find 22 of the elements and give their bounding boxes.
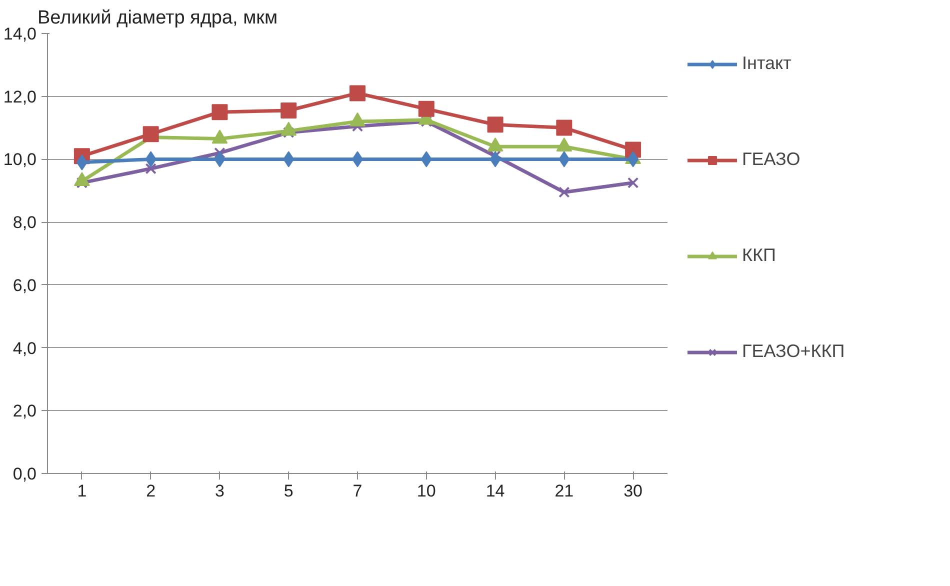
x-tick-label: 14 [486, 482, 505, 500]
x-tick-label: 7 [352, 482, 362, 500]
legend-label: ККП [742, 245, 776, 266]
legend-label: Інтакт [742, 53, 792, 74]
y-tick-label: 8,0 [12, 213, 37, 232]
x-tick-label: 2 [146, 482, 156, 500]
y-axis-title: Великий діаметр ядра, мкм [38, 8, 278, 28]
x-tick-label: 10 [416, 482, 436, 500]
y-tick-label: 6,0 [12, 276, 37, 295]
x-tick-label: 21 [554, 482, 574, 500]
x-tick-label: 3 [214, 482, 224, 500]
y-tick-label: 0,0 [12, 464, 37, 484]
y-tick-label: 14,0 [3, 24, 37, 44]
x-tick-label: 30 [624, 482, 643, 500]
x-tick-label: 5 [284, 482, 294, 500]
y-tick-label: 12,0 [3, 87, 37, 106]
y-tick-label: 10,0 [3, 150, 37, 170]
y-tick-label: 2,0 [12, 402, 37, 421]
x-tick-label: 1 [77, 482, 87, 500]
legend-label: ГЕАЗО [742, 149, 800, 170]
y-tick-label: 4,0 [12, 338, 37, 358]
legend-label: ГЕАЗО+ККП [742, 341, 845, 362]
